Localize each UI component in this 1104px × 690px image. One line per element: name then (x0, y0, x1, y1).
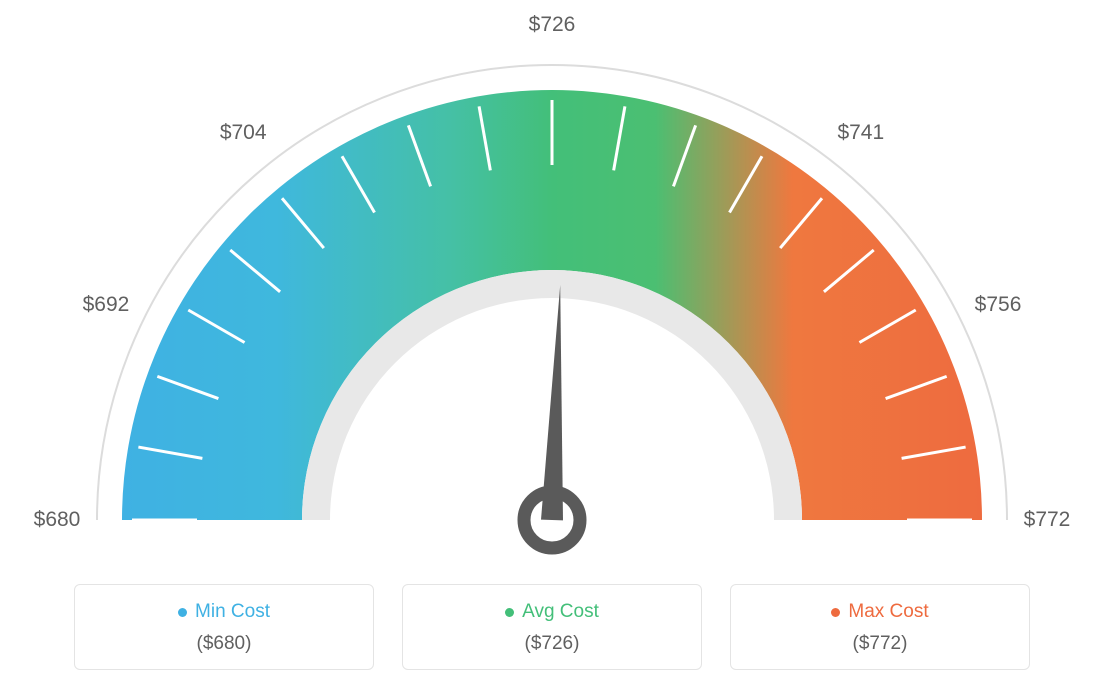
gauge-tick-label: $692 (83, 293, 130, 317)
legend-value-min: ($680) (85, 633, 363, 655)
legend-title-avg: Avg Cost (413, 601, 691, 623)
gauge-svg (0, 0, 1104, 560)
gauge-chart-container: $680 $692 $704 $726 $741 $756 $772 Min Cost ($… (0, 0, 1104, 690)
gauge-tick-label: $756 (975, 293, 1022, 317)
legend-card-avg: Avg Cost ($726) (402, 584, 702, 670)
legend-title-max: Max Cost (741, 601, 1019, 623)
gauge-tick-label: $741 (837, 121, 884, 145)
dot-min-icon (178, 608, 187, 617)
legend-value-avg: ($726) (413, 633, 691, 655)
legend-card-min: Min Cost ($680) (74, 584, 374, 670)
legend-label-max: Max Cost (848, 601, 928, 623)
gauge-tick-label: $726 (529, 13, 576, 37)
legend-label-avg: Avg Cost (522, 601, 599, 623)
dot-avg-icon (505, 608, 514, 617)
legend-title-min: Min Cost (85, 601, 363, 623)
legend-label-min: Min Cost (195, 601, 270, 623)
dot-max-icon (831, 608, 840, 617)
gauge-tick-label: $772 (1024, 508, 1071, 532)
gauge-area: $680 $692 $704 $726 $741 $756 $772 (0, 0, 1104, 560)
legend-value-max: ($772) (741, 633, 1019, 655)
legend-row: Min Cost ($680) Avg Cost ($726) Max Cost… (0, 584, 1104, 670)
gauge-tick-label: $680 (34, 508, 81, 532)
gauge-tick-label: $704 (220, 121, 267, 145)
legend-card-max: Max Cost ($772) (730, 584, 1030, 670)
